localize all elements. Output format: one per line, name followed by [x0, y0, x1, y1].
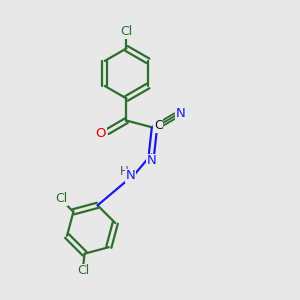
Text: Cl: Cl — [120, 25, 133, 38]
Text: H: H — [120, 165, 128, 178]
Text: N: N — [176, 107, 186, 120]
Text: Cl: Cl — [77, 264, 89, 277]
Text: N: N — [147, 154, 157, 167]
Text: C: C — [154, 119, 163, 132]
Text: O: O — [96, 127, 106, 140]
Text: N: N — [126, 169, 135, 182]
Text: Cl: Cl — [55, 192, 67, 205]
